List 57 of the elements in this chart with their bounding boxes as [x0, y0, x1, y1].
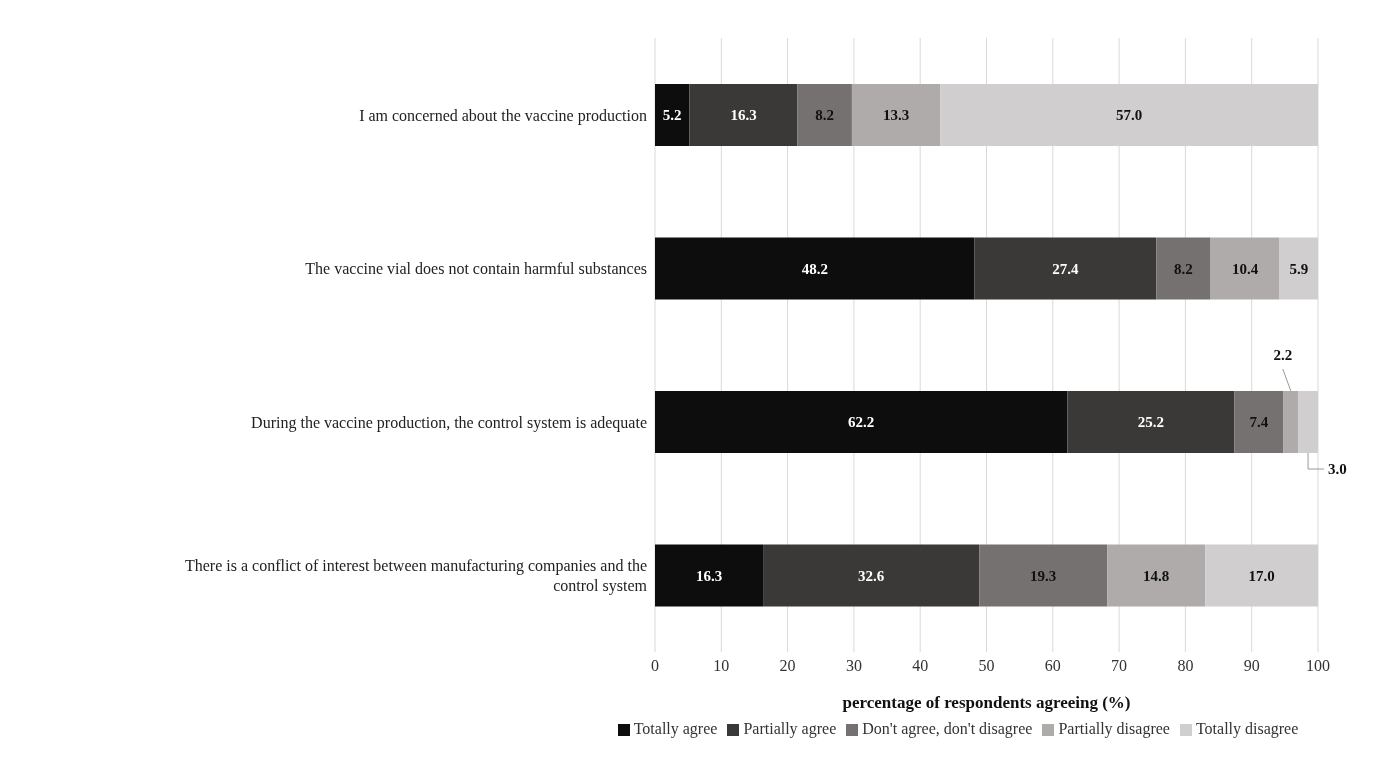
bar: [1156, 237, 1211, 300]
x-tick-label: 10: [713, 657, 730, 675]
data-label: 32.6: [858, 567, 885, 584]
bar: [1107, 544, 1206, 607]
x-tick-label: 70: [1111, 657, 1128, 675]
data-label: 14.8: [1143, 567, 1170, 584]
data-label: 25.2: [1137, 414, 1165, 430]
data-label: 19.3: [1030, 567, 1057, 584]
y-tick-label: During the vaccine production, the control system is adequate: [251, 413, 647, 432]
y-tick-label: I am concerned about the vaccine production: [359, 106, 647, 125]
x-tick-label: 60: [1044, 657, 1061, 675]
x-tick-label: 90: [1243, 657, 1260, 675]
data-label: 48.2: [801, 260, 828, 277]
bar: [979, 544, 1108, 607]
data-label: 13.3: [882, 107, 910, 123]
x-tick-label: 20: [779, 657, 796, 675]
bar: [797, 84, 852, 146]
x-tick-label: 30: [845, 657, 862, 675]
bar: [1234, 391, 1284, 453]
bar: [763, 544, 980, 607]
bar: [974, 237, 1157, 300]
bar: [655, 84, 690, 146]
data-label: 27.4: [1052, 260, 1080, 277]
data-label: 5.9: [1289, 260, 1309, 277]
bar: [1283, 391, 1299, 453]
data-label: 10.4: [1231, 260, 1259, 277]
legend-label: Totally agree: [633, 720, 718, 737]
bar: [655, 237, 975, 300]
data-label: 57.0: [1115, 107, 1143, 123]
x-tick-label: 0: [651, 657, 659, 675]
data-label: 5.2: [662, 107, 682, 123]
x-tick-label: 100: [1306, 657, 1330, 675]
bar: [655, 391, 1068, 453]
y-tick-label: The vaccine vial does not contain harmful substances: [305, 259, 647, 277]
bar: [851, 84, 941, 146]
bar: [1210, 237, 1280, 300]
legend-label: Don't agree, don't disagree: [862, 720, 1033, 737]
bar: [689, 84, 798, 146]
legend-label: Totally disagree: [1195, 720, 1299, 737]
legend-label: Partially disagree: [1058, 720, 1170, 737]
x-axis-title: percentage of respondents agreeing (%): [842, 693, 1131, 712]
x-tick-label: 40: [912, 657, 929, 675]
y-tick-label: There is a conflict of interest between manufacturing companies and the control system: [184, 556, 648, 595]
legend-label: Partially agree: [743, 720, 837, 737]
data-label: 3.0: [1328, 461, 1347, 477]
data-label: 7.4: [1249, 414, 1269, 430]
data-label: 8.2: [815, 107, 835, 123]
data-label: 62.2: [848, 414, 875, 430]
bar: [1067, 391, 1235, 453]
data-label: 8.2: [1174, 260, 1193, 277]
data-label: 2.2: [1273, 347, 1293, 363]
data-label: 17.0: [1248, 567, 1275, 584]
data-label: 16.3: [730, 107, 757, 123]
data-label: 16.3: [695, 567, 723, 584]
x-tick-label: 50: [978, 657, 995, 675]
x-tick-label: 80: [1177, 657, 1194, 675]
bar: [655, 544, 764, 607]
